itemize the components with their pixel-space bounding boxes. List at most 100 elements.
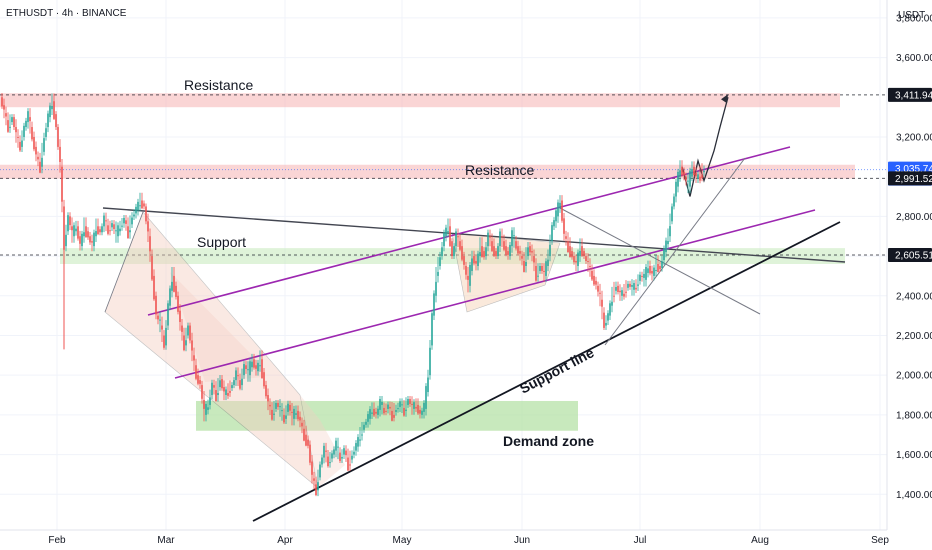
candle-body — [81, 233, 83, 247]
time-axis[interactable]: Feb Mar Apr May Jun Jul Aug Sep — [48, 535, 889, 546]
candle-body — [321, 457, 323, 465]
y-tick-label: 2,400.00 — [896, 291, 932, 302]
price-tag-label: 2,991.52 — [895, 174, 932, 185]
candle-body — [91, 241, 93, 243]
candle-body — [491, 241, 493, 251]
candle-body — [701, 174, 703, 179]
candle-body — [235, 370, 237, 381]
candle-body — [217, 393, 219, 396]
candle-body — [665, 240, 667, 253]
candle-body — [487, 232, 489, 247]
candle-body — [339, 452, 341, 461]
candle-body — [501, 236, 503, 238]
candle-body — [111, 223, 113, 228]
candle-body — [79, 236, 81, 244]
projection-line-up — [604, 157, 746, 346]
candle-body — [117, 225, 119, 237]
candle-body — [537, 275, 539, 277]
candle-body — [473, 256, 475, 264]
candle-body — [579, 250, 581, 257]
candle-body — [183, 335, 185, 351]
candle-body — [573, 256, 575, 263]
candle-body — [211, 382, 213, 396]
candle-body — [237, 375, 239, 377]
candle-body — [479, 252, 481, 257]
candle-body — [645, 266, 647, 280]
candle-body — [371, 412, 373, 414]
candle-body — [539, 265, 541, 271]
candle-body — [121, 225, 123, 227]
candle-body — [131, 217, 133, 225]
candle-body — [555, 210, 557, 222]
candle-body — [289, 404, 291, 411]
candle-body — [549, 244, 551, 257]
candle-body — [265, 385, 267, 397]
currency-label: USDT — [898, 10, 926, 21]
candle-body — [9, 126, 11, 128]
candle-body — [547, 259, 549, 266]
candle-body — [653, 267, 655, 276]
candle-body — [101, 226, 103, 233]
candle-body — [411, 403, 413, 405]
candle-body — [51, 106, 53, 110]
candle-body — [563, 218, 565, 234]
candle-body — [689, 170, 691, 187]
candle-body — [465, 265, 467, 275]
candle-body — [425, 386, 427, 409]
candle-body — [33, 136, 35, 150]
candle-body — [453, 246, 455, 257]
candle-body — [591, 270, 593, 280]
candle-body — [585, 256, 587, 262]
candle-body — [253, 359, 255, 368]
candle-body — [419, 409, 421, 414]
y-tick-label: 1,400.00 — [896, 490, 932, 501]
candle-body — [147, 221, 149, 232]
candle-body — [333, 449, 335, 455]
candle-body — [273, 413, 275, 415]
candle-body — [115, 230, 117, 232]
candle-body — [293, 408, 295, 419]
candle-body — [153, 275, 155, 300]
candle-body — [687, 180, 689, 182]
candle-body — [659, 265, 661, 270]
candle-body — [53, 101, 55, 119]
candle-body — [527, 247, 529, 257]
candle-body — [209, 397, 211, 405]
candle-body — [243, 364, 245, 376]
candle-body — [205, 403, 207, 415]
candle-body — [625, 291, 627, 293]
candle-body — [325, 450, 327, 452]
y-tick-label: 2,800.00 — [896, 212, 932, 223]
candle-body — [297, 410, 299, 420]
candle-body — [455, 231, 457, 247]
candle-body — [571, 251, 573, 258]
candle-body — [413, 402, 415, 409]
candle-body — [531, 251, 533, 253]
wedge-edge — [104, 211, 144, 313]
candle-body — [679, 170, 681, 177]
candle-body — [245, 365, 247, 370]
drawings-layer — [0, 94, 887, 522]
candle-body — [599, 292, 601, 294]
candle-body — [47, 113, 49, 128]
x-tick-label: Sep — [871, 535, 889, 546]
candle-body — [173, 275, 175, 292]
candle-body — [103, 215, 105, 227]
candle-body — [11, 117, 13, 123]
candle-body — [623, 293, 625, 297]
candle-body — [507, 251, 509, 255]
candle-body — [611, 301, 613, 306]
y-tick-label: 3,600.00 — [896, 53, 932, 64]
candle-body — [699, 176, 701, 181]
candle-body — [427, 377, 429, 393]
candle-body — [649, 265, 651, 274]
candle-body — [617, 285, 619, 292]
demand-zone-label: Demand zone — [503, 433, 594, 449]
candle-body — [553, 220, 555, 227]
candle-body — [691, 169, 693, 177]
candle-body — [169, 288, 171, 306]
candle-body — [75, 228, 77, 232]
candle-body — [557, 202, 559, 217]
candle-body — [589, 265, 591, 267]
